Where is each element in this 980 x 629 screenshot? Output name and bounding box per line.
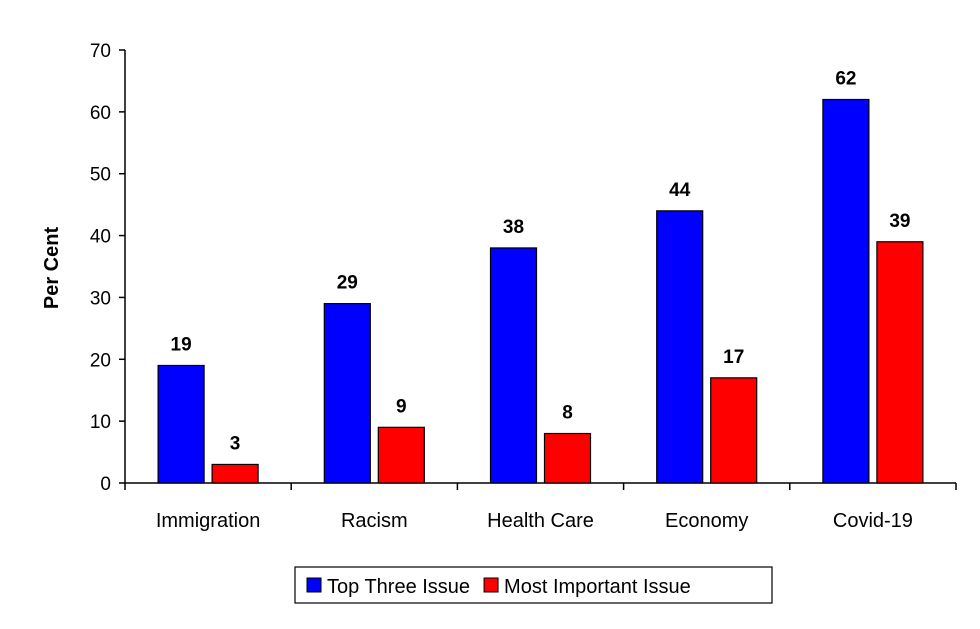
data-label: 44 [669,180,691,201]
data-label: 39 [889,211,910,232]
x-tick-label: Racism [341,510,408,532]
y-tick-label: 50 [90,165,111,186]
axes: 0 10 20 30 40 50 60 70 Immigration Racism Health C… [90,41,957,532]
bar-top-three [323,303,371,484]
data-label: 29 [337,273,358,294]
y-tick-label: 0 [100,474,111,495]
data-label: 19 [171,334,192,355]
data-label: 62 [835,68,856,89]
data-label: 8 [562,403,573,424]
legend: Top Three Issue Most Important Issue [294,566,773,604]
bar-most-important [710,377,758,484]
bar-most-important [876,241,924,484]
data-label: 38 [503,217,524,238]
y-axis-title: Per Cent [41,227,63,310]
bar-top-three [656,210,704,484]
legend-swatch [306,577,322,593]
x-tick-label: Health Care [487,510,594,532]
legend-swatch [483,577,499,593]
bar-most-important [543,432,592,484]
data-label: 3 [230,433,241,454]
y-tick-label: 30 [90,288,111,309]
y-tick-label: 40 [90,227,111,248]
legend-label: Most Important Issue [504,576,691,598]
y-tick-label: 10 [90,412,111,433]
y-tick-label: 60 [90,103,111,124]
bar-top-three [157,364,205,484]
bar-top-three [822,98,870,484]
data-label: 9 [396,396,407,417]
data-labels: 19 3 29 9 38 8 44 17 62 39 [171,68,911,454]
x-tick-label: Economy [665,510,748,532]
bar-most-important [211,463,259,484]
bars [157,98,924,484]
y-tick-label: 20 [90,350,111,371]
legend-box [294,566,773,604]
x-tick-label: Covid-19 [833,510,913,532]
bar-top-three [489,247,538,484]
y-tick-label: 70 [90,41,111,62]
bar-most-important [377,426,425,484]
data-label: 17 [723,347,744,368]
x-tick-label: Immigration [156,510,260,532]
legend-label: Top Three Issue [327,576,470,598]
